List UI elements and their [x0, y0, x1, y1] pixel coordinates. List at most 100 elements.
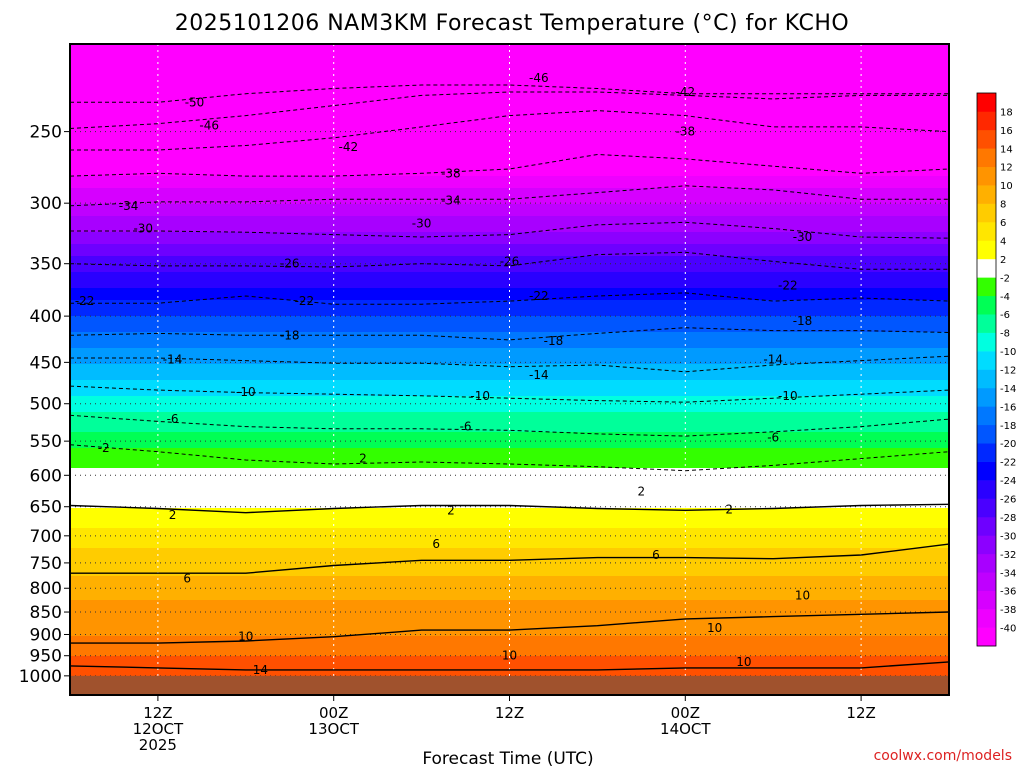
temperature-band — [70, 644, 949, 649]
colorbar-swatch — [977, 572, 996, 591]
contour-label: -34 — [441, 194, 461, 208]
colorbar-label: 14 — [1000, 144, 1013, 155]
temperature-band — [70, 136, 949, 141]
contour-line — [70, 661, 949, 671]
temperature-band — [70, 596, 949, 601]
contour-label: -50 — [185, 95, 205, 109]
contour-label: 10 — [238, 630, 253, 644]
temperature-band — [70, 76, 949, 81]
credit-link[interactable]: coolwx.com/models — [874, 748, 1012, 764]
temperature-band — [70, 224, 949, 229]
colorbar-label: -18 — [1000, 421, 1016, 432]
y-tick-label: 500 — [30, 395, 62, 415]
contour-label: -14 — [763, 353, 783, 367]
temperature-band — [70, 368, 949, 373]
x-tick-label: 13OCT — [308, 720, 359, 738]
contour-label: -10 — [470, 389, 490, 403]
colorbar-swatch — [977, 609, 996, 628]
contour-line — [70, 110, 949, 151]
colorbar-swatch — [977, 185, 996, 204]
temperature-band — [70, 316, 949, 321]
contour-label: -30 — [793, 230, 813, 244]
colorbar-label: -8 — [1000, 329, 1010, 340]
temperature-band — [70, 508, 949, 513]
temperature-band — [70, 464, 949, 469]
contour-label: -2 — [98, 441, 110, 455]
contour-label: -18 — [280, 328, 300, 342]
colorbar-label: -32 — [1000, 550, 1016, 561]
y-axis: 2503003504004505005506006507007508008509… — [19, 123, 70, 687]
colorbar-swatch — [977, 166, 996, 186]
contour-label: -42 — [339, 140, 359, 154]
contour-label: 2 — [447, 503, 455, 517]
temperature-band — [70, 400, 949, 405]
contour-label: -6 — [460, 420, 472, 434]
temperature-band — [70, 436, 949, 441]
x-tick-label: 2025 — [139, 736, 177, 754]
colorbar-label: -20 — [1000, 439, 1016, 450]
temperature-band — [70, 160, 949, 165]
contour-label: 2 — [169, 508, 177, 522]
temperature-band — [70, 232, 949, 237]
contour-label: -46 — [199, 118, 219, 132]
colorbar-label: -22 — [1000, 458, 1016, 469]
colorbar-swatch — [977, 369, 996, 389]
temperature-band — [70, 500, 949, 505]
colorbar-swatch — [977, 148, 996, 168]
temperature-band — [70, 560, 949, 565]
colorbar-label: -12 — [1000, 366, 1016, 377]
y-tick-label: 650 — [30, 498, 62, 518]
temperature-band — [70, 248, 949, 253]
temperature-band — [70, 356, 949, 361]
contour-label: -22 — [778, 279, 798, 293]
temperature-band — [70, 404, 949, 409]
colorbar-swatch — [977, 553, 996, 573]
colorbar-label: -16 — [1000, 402, 1016, 413]
colorbar-label: 18 — [1000, 107, 1013, 118]
temperature-band — [70, 460, 949, 465]
x-tick-label: 12Z — [495, 704, 524, 722]
contour-label: -38 — [441, 166, 461, 180]
colorbar-label: 6 — [1000, 218, 1006, 229]
temperature-band — [70, 104, 949, 109]
contour-label: 10 — [795, 589, 810, 603]
x-axis-label: Forecast Time (UTC) — [422, 749, 593, 768]
contour-label: 6 — [183, 571, 191, 585]
temperature-band — [70, 568, 949, 573]
temperature-band — [70, 268, 949, 273]
colorbar-swatch — [977, 406, 996, 426]
colorbar-label: -24 — [1000, 476, 1016, 487]
temperature-band — [70, 652, 949, 657]
temperature-band — [70, 608, 949, 613]
contour-line — [70, 503, 949, 514]
temperature-band — [70, 128, 949, 133]
temperature-band — [70, 164, 949, 169]
temperature-band — [70, 244, 949, 249]
colorbar-swatch — [977, 111, 996, 131]
temperature-band — [70, 212, 949, 217]
grid-lines — [70, 44, 949, 695]
temperature-band — [70, 56, 949, 61]
contour-label: -38 — [675, 125, 695, 139]
colorbar-swatch — [977, 498, 996, 518]
temperature-band — [70, 664, 949, 669]
colorbar-label: -26 — [1000, 495, 1016, 506]
colorbar-swatch — [977, 129, 996, 149]
temperature-band — [70, 236, 949, 241]
colorbar-label: -28 — [1000, 513, 1016, 524]
temperature-band — [70, 280, 949, 285]
colorbar-swatch — [977, 93, 996, 112]
contour-labels: -50-46-46-42-42-38-38-34 -34-30 -30-30-26-… — [75, 71, 812, 677]
colorbar-swatch — [977, 443, 996, 462]
contour-label: -6 — [167, 412, 179, 426]
temperature-band — [70, 100, 949, 105]
temperature-band — [70, 284, 949, 289]
temperature-band — [70, 292, 949, 297]
contour-line — [70, 543, 949, 574]
y-tick-label: 400 — [30, 307, 62, 327]
temperature-band — [70, 116, 949, 121]
temperature-band — [70, 388, 949, 393]
temperature-band — [70, 584, 949, 589]
colorbar-swatch — [977, 277, 996, 297]
